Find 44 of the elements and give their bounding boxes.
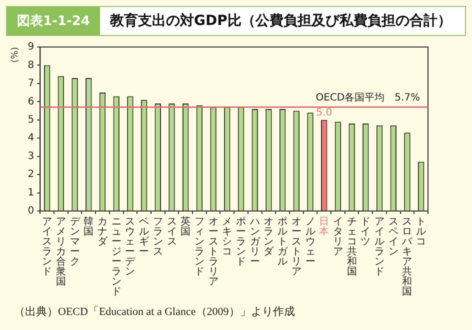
- x-tick-label: スペイン: [388, 216, 398, 258]
- y-tick-label: 2: [28, 169, 34, 180]
- x-tick-label: 韓国: [84, 216, 94, 238]
- chart-title: 教育支出の対GDP比（公費負担及び私費負担の合計）: [108, 12, 452, 31]
- x-tick-label: スロバキア共和国: [401, 216, 414, 298]
- x-tick-label: フランス: [152, 216, 163, 258]
- x-tick-label: チェコ共和国: [346, 216, 357, 278]
- x-tick-label: ドイツ: [360, 216, 371, 248]
- x-tick-label: デンマーク: [70, 216, 81, 268]
- x-tick-label: アイスランド: [42, 216, 52, 278]
- x-tick-label: ハンガリー: [248, 216, 261, 268]
- x-tick-label: オーストリア: [291, 216, 302, 278]
- text: 図表1-1-24: [7, 7, 100, 35]
- x-tick-label: ポーランド: [236, 216, 246, 268]
- y-tick-label: 7: [28, 78, 34, 90]
- text: （出典）OECD「Education at a Glance（2009）」より作成: [14, 305, 295, 319]
- y-axis-title: (%): [10, 47, 21, 63]
- x-tick-label: ポルトガル: [278, 216, 289, 268]
- x-tick-label: スウェーデン: [125, 216, 136, 278]
- ref-line-label: OECD各国平均 5.7%: [316, 92, 420, 104]
- x-tick-label: ニュージーランド: [111, 216, 122, 298]
- x-tick-label: カナダ: [97, 216, 108, 248]
- x-tick-label: ノルウェー: [305, 216, 316, 268]
- data-label: 5.0: [316, 107, 332, 118]
- y-tick-label: 1: [28, 187, 34, 198]
- y-tick-label: 0: [28, 206, 34, 217]
- x-tick-label: 英国: [180, 216, 191, 238]
- x-tick-label: イタリア: [332, 216, 343, 258]
- y-tick-label: 9: [28, 42, 34, 53]
- x-tick-label: 日本: [319, 216, 330, 238]
- x-tick-label: トルコ: [416, 216, 426, 248]
- y-tick-label: 6: [28, 96, 34, 108]
- x-tick-label: フィンランド: [194, 216, 204, 278]
- x-tick-label: メキシコ: [222, 216, 232, 258]
- x-tick-label: アメリカ合衆国: [56, 216, 66, 288]
- x-tick-label: スイス: [166, 216, 177, 248]
- x-tick-label: アイルランド: [374, 216, 385, 278]
- y-tick-label: 4: [28, 132, 34, 144]
- x-tick-label: オーストラリア: [208, 216, 218, 288]
- y-tick-label: 5: [28, 114, 34, 126]
- y-tick-label: 8: [28, 60, 34, 71]
- x-tick-label: ベルギー: [139, 216, 150, 258]
- y-tick-label: 3: [28, 150, 34, 162]
- x-tick-label: オランダ: [264, 216, 275, 258]
